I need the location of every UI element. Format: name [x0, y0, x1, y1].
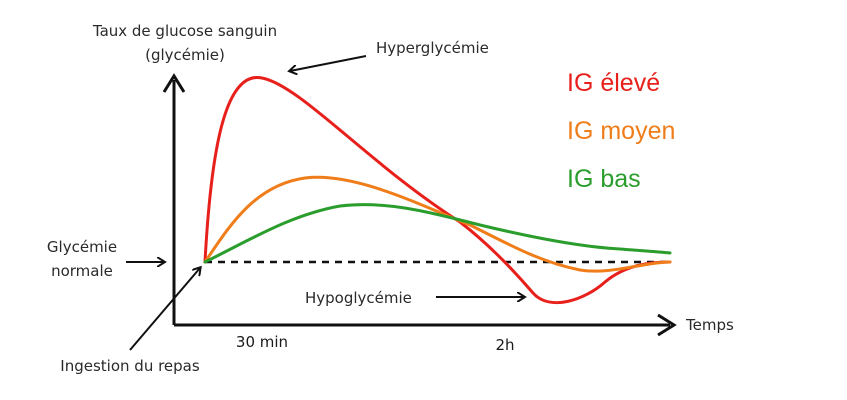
series-line-ig-bas: [203, 203, 672, 264]
annotation-meal-ingestion: Ingestion du repas: [60, 357, 200, 375]
meal-arrow-icon: [129, 268, 200, 351]
x-tick-label: 30 min: [236, 333, 288, 351]
legend-item-ig-moyen: IG moyen: [567, 117, 675, 145]
x-axis-arrow-icon: [657, 313, 677, 337]
annotation-hyperglycemia: Hyperglycémie: [376, 39, 489, 57]
x-tick-label: 2h: [495, 336, 514, 354]
legend-item-ig-bas: IG bas: [567, 165, 641, 193]
y-axis-title-line1: Taux de glucose sanguin: [92, 22, 277, 40]
y-axis-arrow-icon: [162, 73, 186, 93]
baseline-label-line1: Glycémie: [47, 238, 117, 256]
baseline-label-line2: normale: [51, 262, 113, 280]
y-axis-title-line2: (glycémie): [145, 46, 225, 64]
legend-item-ig-eleve: IG élevé: [567, 69, 660, 97]
annotation-hypoglycemia: Hypoglycémie: [305, 289, 412, 307]
hyperglycemia-arrow-icon: [290, 55, 367, 71]
x-axis-title: Temps: [685, 316, 734, 334]
